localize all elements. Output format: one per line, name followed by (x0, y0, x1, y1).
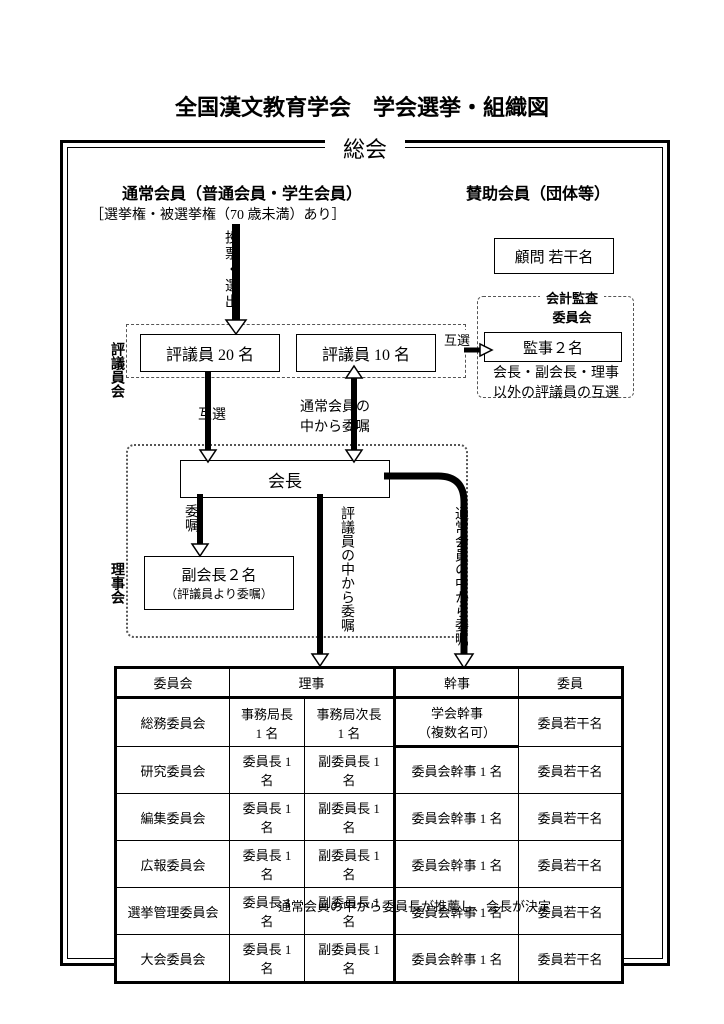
r3c1: 委員長 1 名 (230, 794, 305, 841)
r4c3: 委員会幹事 1 名 (395, 841, 519, 888)
r4c1: 委員長 1 名 (230, 841, 305, 888)
r3c3: 委員会幹事 1 名 (395, 794, 519, 841)
r6c3: 委員会幹事 1 名 (395, 935, 519, 983)
r1c4: 委員若干名 (519, 698, 623, 747)
r6c0: 大会委員会 (116, 935, 230, 983)
outer-frame: 総会 通常会員（普通会員・学生会員） ［選挙権・被選挙権（70 歳未満）あり］ … (60, 140, 670, 966)
r3c4: 委員若干名 (519, 794, 623, 841)
r1c3: 学会幹事 （複数名可） (395, 698, 519, 747)
r2c1: 委員長 1 名 (230, 747, 305, 794)
r6c1: 委員長 1 名 (230, 935, 305, 983)
r4c2: 副委員長 1 名 (305, 841, 395, 888)
r4c4: 委員若干名 (519, 841, 623, 888)
th-1: 理事 (230, 668, 395, 698)
r4c0: 広報委員会 (116, 841, 230, 888)
r1c1: 事務局長 1 名 (230, 698, 305, 747)
committee-table: 委員会 理事 幹事 委員 総務委員会 事務局長 1 名 事務局次長 1 名 学会… (114, 666, 624, 984)
page-title: 全国漢文教育学会 学会選挙・組織図 (0, 90, 724, 122)
th-0: 委員会 (116, 668, 230, 698)
r3c0: 編集委員会 (116, 794, 230, 841)
th-4: 委員 (519, 668, 623, 698)
r2c0: 研究委員会 (116, 747, 230, 794)
th-3: 幹事 (395, 668, 519, 698)
r5c0: 選挙管理委員会 (116, 888, 230, 935)
r6c2: 副委員長 1 名 (305, 935, 395, 983)
r1c2: 事務局次長 1 名 (305, 698, 395, 747)
r2c3: 委員会幹事 1 名 (395, 747, 519, 794)
inner-frame: 総会 通常会員（普通会員・学生会員） ［選挙権・被選挙権（70 歳未満）あり］ … (67, 147, 663, 959)
r2c2: 副委員長 1 名 (305, 747, 395, 794)
r3c2: 副委員長 1 名 (305, 794, 395, 841)
r1c0: 総務委員会 (116, 698, 230, 747)
bottom-note: 通常会員の中から委員長が推薦し、会長が決定 (278, 896, 551, 915)
r2c4: 委員若干名 (519, 747, 623, 794)
r6c4: 委員若干名 (519, 935, 623, 983)
